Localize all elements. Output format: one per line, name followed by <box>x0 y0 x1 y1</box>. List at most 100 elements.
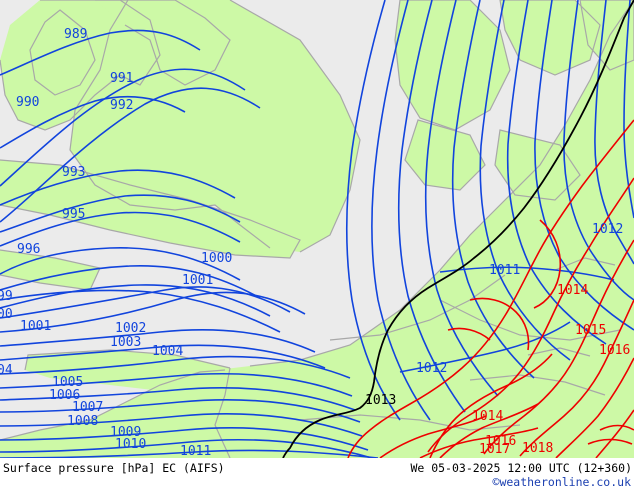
land-lowlands <box>495 130 580 200</box>
isobar-997 <box>0 264 261 299</box>
isobar-label-text: 1005 <box>52 375 83 390</box>
isobar-989 <box>0 29 201 76</box>
isobar-label: 1011 <box>180 444 211 458</box>
coastline-south-britain <box>0 159 301 259</box>
isobar-label-text: 1007 <box>72 400 103 415</box>
isobar-labels: 989 990 991 992 993 995 996 <box>0 27 630 458</box>
isobar-1004 <box>0 355 351 379</box>
chart-footer-bar: Surface pressure [hPa] EC (AIFS) We 05-0… <box>0 458 634 490</box>
coastline-france-atlantic <box>214 367 231 458</box>
isobar-1010 <box>0 438 373 458</box>
isobar-label-text: 989 <box>64 27 87 42</box>
isobar-v5 <box>451 0 535 379</box>
coastline-continental <box>249 0 634 367</box>
isobar-1016b <box>439 403 539 458</box>
isobar-label: 1012 <box>592 222 623 237</box>
isobar-label: 04 <box>0 363 13 378</box>
isobar-label: 1011 <box>489 263 520 278</box>
isobar-v9 <box>563 0 634 301</box>
isobar-1014 <box>347 119 634 458</box>
isobar-v3 <box>397 0 466 413</box>
isobar-1008 <box>0 413 363 437</box>
isobar-label-text: 1001 <box>182 273 213 288</box>
isobar-v6 <box>479 0 571 361</box>
coastline-britain-east <box>229 0 361 253</box>
isobar-label-text: 99 <box>0 289 13 304</box>
isobar-label: 1010 <box>115 437 146 452</box>
isobar-label-text: 1016 <box>485 434 516 449</box>
isobar-993 <box>0 169 236 206</box>
isobar-994 <box>0 194 241 233</box>
coastline-denmark <box>404 119 486 191</box>
isobar-1015 <box>427 177 634 453</box>
isobar-label: 1015 <box>575 323 606 338</box>
isobar-label: 1001 <box>182 273 213 288</box>
isobar-1006 <box>0 387 356 411</box>
isobar-label-text: 1018 <box>522 441 553 456</box>
isobar-1017 <box>519 299 634 457</box>
isobar-label: 1013 <box>365 393 396 408</box>
isobar-label-text: 1011 <box>489 263 520 278</box>
isobar-1016 <box>483 239 634 455</box>
isobar-label-text: 991 <box>110 71 133 86</box>
isobar-label: 990 <box>16 95 39 110</box>
isobar-label: 992 <box>110 98 133 113</box>
isobar-r-loop1 <box>599 424 634 431</box>
isobar-1017b <box>379 415 487 458</box>
isobar-label: 996 <box>17 242 40 257</box>
coastline-ireland <box>0 0 161 131</box>
isobar-v1 <box>345 0 401 421</box>
coastline-iberia-inner <box>469 374 606 396</box>
isobar-label-text: 1010 <box>115 437 146 452</box>
isobar-label-text: 04 <box>0 363 13 378</box>
isobar-label-text: 1006 <box>49 388 80 403</box>
isobar-label: 1002 <box>115 321 146 336</box>
isobar-v11 <box>623 0 634 219</box>
isobar-v4 <box>424 0 499 397</box>
isobar-r-cell3 <box>447 327 491 341</box>
isobar-label: 1005 <box>52 375 83 390</box>
coastlines <box>0 0 634 458</box>
isobar-1011-east <box>439 266 615 281</box>
isobar-1013-reference <box>282 0 634 458</box>
isobar-label: 1018 <box>522 441 553 456</box>
land-brittany-peninsula <box>25 350 230 395</box>
isobar-map-svg: 989 990 991 992 993 995 996 <box>0 0 634 458</box>
copyright-notice[interactable]: ©weatheronline.co.uk <box>492 475 631 489</box>
isobar-1018 <box>555 357 634 458</box>
isobar-label: 1000 <box>201 251 232 266</box>
isobar-label-text: 1003 <box>110 335 141 350</box>
isobar-label-text: 1011 <box>180 444 211 458</box>
isobar-label-text: 1012 <box>592 222 623 237</box>
isobar-label-text: 1014 <box>557 283 588 298</box>
isobar-label-text: 990 <box>16 95 39 110</box>
isobar-1002 <box>0 328 316 353</box>
isobar-1001 <box>0 291 306 333</box>
isobar-label: 1007 <box>72 400 103 415</box>
coastline-north-eu-3 <box>579 0 634 71</box>
isobar-r-loop2 <box>587 438 633 445</box>
isobar-label-text: 1008 <box>67 414 98 429</box>
isobar-label-text: 995 <box>62 207 85 222</box>
isobar-label-text: 1000 <box>201 251 232 266</box>
isobar-label-text: 1017 <box>479 442 510 457</box>
isobar-label-text: 1009 <box>110 425 141 440</box>
isobar-label: 1001 <box>20 319 51 334</box>
isobar-label-text: 1014 <box>472 409 503 424</box>
isobar-1007 <box>0 399 361 423</box>
isobar-label: 1014 <box>557 283 588 298</box>
coastline-france-south <box>0 369 226 441</box>
coastline-north-eu-1 <box>394 0 511 131</box>
isobar-v8 <box>534 0 634 331</box>
isobar-label-text: 1012 <box>416 361 447 376</box>
coastline-ireland-inner <box>29 9 96 96</box>
isobar-1005 <box>0 373 353 397</box>
isobar-label: 1006 <box>49 388 80 403</box>
isobar-label: 1014 <box>472 409 503 424</box>
isobar-r-cell1 <box>533 219 562 309</box>
chart-title: Surface pressure [hPa] EC (AIFS) <box>3 461 225 475</box>
isobar-label-text: 1015 <box>575 323 606 338</box>
isobar-1012-east <box>399 321 571 373</box>
isobar-label: 1009 <box>110 425 141 440</box>
